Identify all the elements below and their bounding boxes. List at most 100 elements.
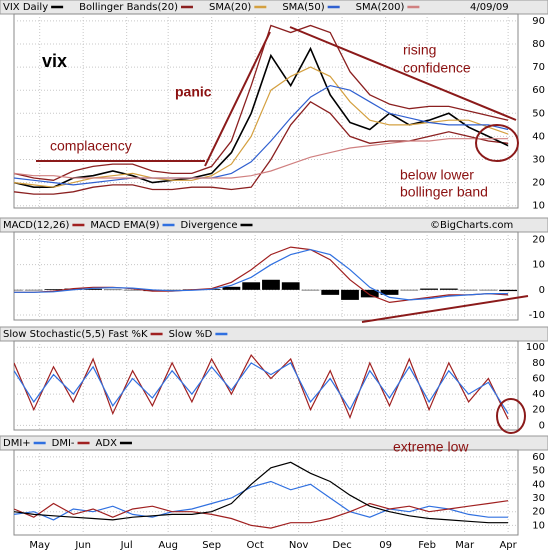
y-tick-label: 60 [532, 373, 545, 384]
panel-frame [13, 231, 519, 321]
annotation: bollinger band [400, 184, 488, 200]
divergence-bar [420, 288, 438, 290]
x-tick-label: Apr [499, 540, 517, 551]
series-line [14, 461, 509, 524]
plot-area [14, 24, 509, 195]
plot-area [14, 246, 518, 304]
x-tick-label: Oct [246, 540, 263, 551]
y-tick-label: 10 [532, 520, 545, 531]
resistance-line [289, 26, 517, 121]
legend-label: VIX Daily [3, 2, 48, 13]
y-tick-label: 80 [532, 358, 545, 369]
divergence-bar [479, 289, 498, 291]
annotation: confidence [403, 60, 471, 76]
legend-label: Divergence [181, 220, 238, 231]
annotation: rising [403, 42, 436, 58]
y-tick-label: 60 [532, 452, 545, 463]
legend-label: SMA(200) [356, 2, 405, 13]
legend-label: Bollinger Bands(20) [79, 2, 178, 13]
y-tick-label: 50 [532, 466, 545, 477]
divergence-bar [222, 286, 241, 290]
x-tick-label: Jul [120, 540, 133, 551]
source-label: ©BigCharts.com [430, 220, 513, 231]
plot-area [14, 461, 509, 529]
chart-date: 4/09/09 [470, 2, 509, 13]
annotation: panic [175, 84, 212, 100]
x-tick-label: Jun [74, 540, 91, 551]
series-line [14, 354, 509, 420]
series-line [14, 362, 509, 414]
divergence-bar [242, 282, 261, 290]
y-tick-label: 40 [532, 389, 545, 400]
divergence-bar [262, 279, 280, 290]
y-tick-label: 70 [532, 62, 545, 73]
x-tick-label: Nov [289, 540, 309, 551]
legend-label: ADX [96, 438, 118, 449]
x-tick-label: Mar [455, 540, 475, 551]
y-tick-label: 10 [532, 201, 545, 212]
divergence-bar [103, 289, 122, 291]
divergence-bar [301, 289, 320, 291]
y-tick-label: 40 [532, 131, 545, 142]
legend-label: Slow Stochastic(5,5) Fast %K [3, 329, 148, 340]
divergence-bar [14, 289, 23, 291]
x-tick-label: May [29, 540, 50, 551]
plot-area [14, 354, 509, 420]
legend-label: SMA(20) [209, 2, 251, 13]
divergence-bar [24, 289, 43, 291]
divergence-bar [281, 282, 300, 290]
y-tick-label: 20 [532, 178, 545, 189]
panel-frame [13, 449, 519, 536]
panel-frame [13, 13, 519, 209]
stochastic-circle [496, 398, 526, 434]
y-tick-label: 80 [532, 39, 545, 50]
y-tick-label: 60 [532, 85, 545, 96]
y-tick-label: 0 [539, 420, 545, 431]
divergence-bar [439, 288, 458, 290]
annotation: complacency [50, 138, 132, 154]
divergence-bar [400, 289, 419, 291]
y-tick-label: 20 [532, 405, 545, 416]
y-tick-label: 40 [532, 479, 545, 490]
divergence-bar [459, 289, 478, 291]
x-tick-label: 09 [379, 540, 392, 551]
divergence-bar [499, 289, 518, 292]
y-tick-label: 50 [532, 108, 545, 119]
x-tick-label: Feb [418, 540, 436, 551]
x-tick-label: Dec [332, 540, 351, 551]
series-line [14, 84, 509, 186]
divergence-bar [123, 289, 142, 291]
divergence-bar [380, 289, 399, 295]
legend-label: SMA(50) [282, 2, 324, 13]
y-tick-label: 30 [532, 155, 545, 166]
divergence-bar [360, 289, 379, 298]
legend-label: MACD(12,26) [3, 220, 70, 231]
divergence-bar [84, 288, 102, 290]
annotation: extreme low [393, 439, 469, 455]
panel-frame [13, 340, 519, 431]
series-line [14, 248, 509, 301]
highlight-circle [475, 124, 519, 162]
series-line [14, 46, 509, 188]
y-tick-label: 30 [532, 493, 545, 504]
x-tick-label: Aug [158, 540, 178, 551]
y-tick-label: 90 [532, 16, 545, 27]
annotation: vix [42, 51, 67, 71]
x-tick-label: Sep [202, 540, 221, 551]
y-tick-label: 20 [532, 235, 545, 246]
divergence-bar [163, 289, 182, 291]
annotation: below lower [400, 167, 474, 183]
legend-label: DMI- [52, 438, 75, 449]
y-tick-label: 100 [526, 342, 545, 353]
y-tick-label: 10 [532, 260, 545, 271]
y-tick-label: 0 [539, 285, 545, 296]
divergence-bar [44, 289, 63, 290]
legend-label: DMI+ [3, 438, 31, 449]
series-line [14, 138, 509, 179]
divergence-bar [341, 289, 359, 300]
y-tick-label: -10 [529, 310, 545, 321]
legend-label: MACD EMA(9) [90, 220, 159, 231]
bollinger-upper [14, 24, 509, 181]
